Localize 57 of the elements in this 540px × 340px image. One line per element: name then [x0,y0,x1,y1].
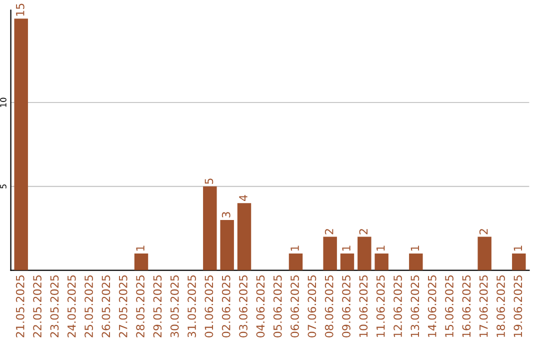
x-tick-label: 15.06.2025 [445,275,454,337]
data-label: 4 [239,195,248,201]
bar [134,254,148,270]
x-tick-label: 13.06.2025 [410,275,420,337]
x-tick-label: 18.06.2025 [496,275,505,337]
x-tick-label: 06.06.2025 [290,275,299,338]
bar [203,186,217,270]
x-tick-label: 02.06.2025 [222,275,230,338]
x-tick-label: 07.06.2025 [308,275,316,338]
x-tick-label: 04.06.2025 [256,275,265,338]
data-label: 2 [324,229,334,234]
data-label: 1 [410,246,419,251]
data-label: 1 [342,246,350,251]
x-tick-label: 27.05.2025 [118,275,128,338]
y-tick-label: 10 [0,98,6,107]
bar [237,203,252,270]
x-tick-label: 03.06.2025 [239,275,248,338]
data-label: 1 [376,246,385,251]
bar [323,236,337,270]
x-tick-label: 23.05.2025 [50,275,59,338]
data-label: 5 [204,178,214,184]
x-tick-label: 12.06.2025 [394,275,402,337]
x-tick-label: 26.05.2025 [102,275,110,338]
x-tick-label: 09.06.2025 [342,275,350,338]
x-tick-label: 05.06.2025 [273,275,282,338]
bar [358,236,372,270]
x-tick-label: 29.05.2025 [153,275,162,338]
x-tick-label: 17.06.2025 [479,275,488,337]
x-tick-label: 19.06.2025 [514,275,522,337]
x-tick-label: 22.05.2025 [33,275,42,338]
data-label: 1 [514,246,522,251]
data-label: 2 [359,229,368,234]
data-label: 15 [16,4,24,16]
x-tick-label: 31.05.2025 [188,275,196,338]
data-label: 2 [479,229,488,234]
bar [220,220,234,270]
x-tick-label: 10.06.2025 [359,275,368,337]
x-tick-label: 14.06.2025 [428,275,436,337]
data-label: 1 [290,246,299,251]
data-label: 1 [136,246,144,251]
x-tick-label: 24.05.2025 [67,275,76,338]
bar [340,254,354,270]
x-tick-label: 25.05.2025 [84,275,93,338]
x-tick-label: 01.06.2025 [204,275,214,338]
x-tick-label: 21.05.2025 [16,275,24,338]
x-tick-label: 28.05.2025 [136,275,144,338]
bar [409,254,423,270]
x-tick-label: 30.05.2025 [170,275,179,338]
bar [374,254,388,270]
x-tick-label: 16.06.2025 [462,275,471,337]
x-tick-label: 11.06.2025 [376,275,385,337]
data-label: 3 [222,212,230,218]
bar [478,236,492,270]
bar [288,254,303,270]
bar [14,18,28,270]
bar [512,254,526,270]
x-tick-label: 08.06.2025 [324,275,334,338]
